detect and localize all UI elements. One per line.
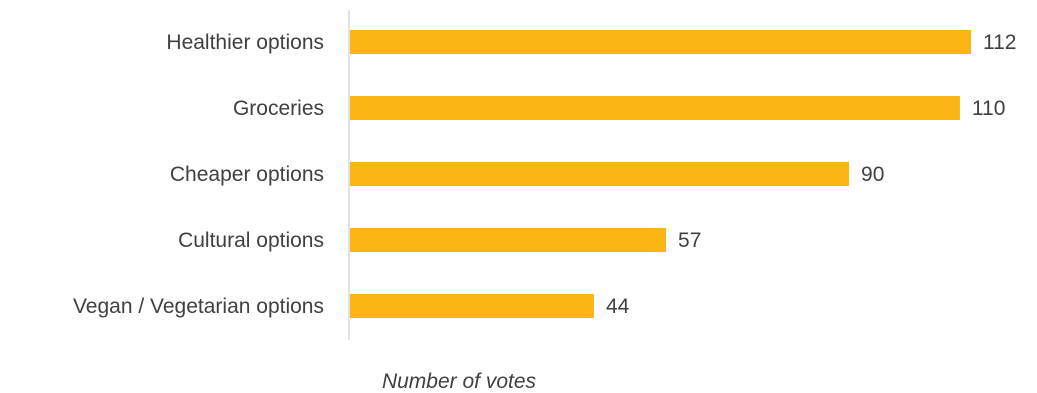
data-label: 44 <box>606 295 630 318</box>
category-label: Cultural options <box>178 229 324 252</box>
category-label: Healthier options <box>166 31 324 54</box>
data-label: 57 <box>678 229 701 252</box>
data-label: 112 <box>983 31 1016 54</box>
bar <box>350 228 667 252</box>
bar <box>350 294 594 318</box>
data-label: 110 <box>972 97 1005 120</box>
category-label: Cheaper options <box>170 163 324 186</box>
bar <box>350 30 971 54</box>
bar <box>350 96 960 120</box>
category-label: Vegan / Vegetarian options <box>73 295 324 318</box>
x-axis-title: Number of votes <box>382 370 537 393</box>
category-label: Groceries <box>233 97 324 120</box>
bars-layer: Healthier options 112 Groceries 110 Cheaper … <box>73 30 1016 318</box>
data-label: 90 <box>861 163 884 186</box>
bar <box>350 162 850 186</box>
